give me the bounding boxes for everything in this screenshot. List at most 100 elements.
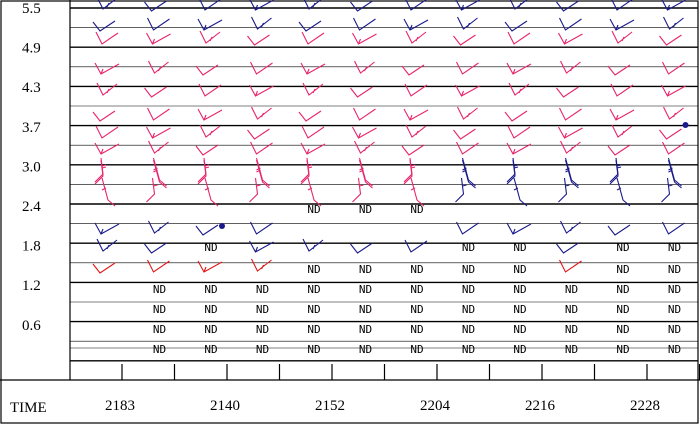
nd-label: ND (204, 343, 217, 356)
wind-barb (197, 18, 223, 31)
wind-barb (405, 0, 427, 11)
nd-label: ND (307, 263, 320, 276)
wind-barb (662, 141, 685, 155)
nd-label: ND (565, 343, 578, 356)
wind-barb (199, 0, 221, 11)
barb-path (405, 30, 427, 44)
wind-barb (298, 20, 322, 32)
wind-barb (507, 31, 531, 45)
wind-barb (350, 86, 373, 98)
wind-barb (247, 34, 270, 46)
barb-path (560, 60, 581, 74)
wind-barb (559, 17, 582, 31)
wind-barb (92, 20, 116, 32)
barb-path (101, 177, 116, 207)
barb-path (352, 32, 377, 45)
nd-label: ND (616, 343, 629, 356)
barb-path (659, 34, 682, 46)
wind-barb (457, 16, 478, 30)
wind-barb (405, 124, 427, 138)
barb-path (96, 82, 118, 96)
wind-barb (559, 259, 582, 273)
barb-path (197, 18, 223, 31)
nd-label: ND (668, 241, 681, 254)
nd-label: ND (462, 283, 475, 296)
wind-barb (455, 177, 467, 203)
nd-label: ND (668, 323, 681, 336)
barb-path (147, 17, 170, 31)
wind-barb (453, 128, 476, 140)
wind-barb (249, 240, 274, 253)
wind-barb (456, 221, 479, 235)
barb-path (667, 157, 682, 187)
nd-label: ND (462, 343, 475, 356)
barb-path (147, 107, 170, 121)
nd-label: ND (359, 263, 372, 276)
barb-path (255, 157, 270, 187)
barb-path (247, 34, 270, 46)
wind-barb (556, 0, 579, 12)
barb-path (453, 128, 476, 140)
wind-barb (403, 157, 416, 183)
barb-path (307, 177, 322, 207)
wind-barb (457, 106, 478, 120)
wind-barb (152, 157, 167, 187)
barb-path (95, 125, 119, 139)
wind-barb (204, 177, 219, 207)
barb-path (662, 221, 685, 235)
barb-path (249, 177, 261, 203)
wind-barb (401, 144, 425, 156)
wind-barb (453, 34, 476, 46)
wind-barb (95, 125, 119, 139)
wind-barb (95, 31, 119, 45)
barb-path (506, 142, 532, 155)
nd-label: ND (204, 283, 217, 296)
wind-barb (352, 126, 377, 139)
nd-label: ND (307, 303, 320, 316)
wind-barb (255, 157, 270, 187)
nd-label: ND (307, 343, 320, 356)
nd-label: ND (668, 343, 681, 356)
wind-barb (353, 107, 376, 121)
wind-barb (607, 144, 631, 156)
wind-barb (94, 142, 120, 155)
y-tick-label: 0.6 (22, 318, 41, 334)
barb-path (197, 260, 223, 273)
wind-barbs (92, 0, 686, 274)
nd-label: ND (513, 241, 526, 254)
wind-barb (94, 62, 120, 75)
barb-path (94, 142, 120, 155)
wind-barb (611, 124, 633, 138)
barb-path (661, 84, 686, 97)
wind-barb (302, 238, 324, 252)
barb-path (662, 61, 685, 75)
wind-barb (506, 157, 519, 183)
barb-path (455, 177, 467, 203)
wind-barb (146, 32, 171, 45)
barb-path (456, 221, 479, 235)
nd-label: ND (410, 203, 423, 216)
wind-barb (455, 84, 480, 97)
barb-path (197, 108, 223, 121)
wind-barb (611, 30, 633, 44)
wind-barb (195, 64, 219, 76)
barb-path (199, 124, 221, 138)
nd-label: ND (616, 263, 629, 276)
nd-label: ND (410, 343, 423, 356)
barb-path (607, 224, 631, 236)
nd-label: ND (153, 343, 166, 356)
nd-label: ND (359, 283, 372, 296)
y-tick-label: 1.2 (22, 278, 41, 294)
wind-barb (662, 221, 685, 235)
barb-path (661, 0, 686, 11)
wind-barb (147, 17, 170, 31)
wind-barb (307, 177, 322, 207)
wind-barb (301, 125, 325, 139)
barb-path (144, 242, 167, 254)
barb-path (92, 20, 116, 32)
y-tick-label: 2.4 (22, 199, 41, 215)
wind-barb (97, 0, 116, 10)
wind-barb (94, 222, 120, 235)
nd-label: ND (204, 303, 217, 316)
